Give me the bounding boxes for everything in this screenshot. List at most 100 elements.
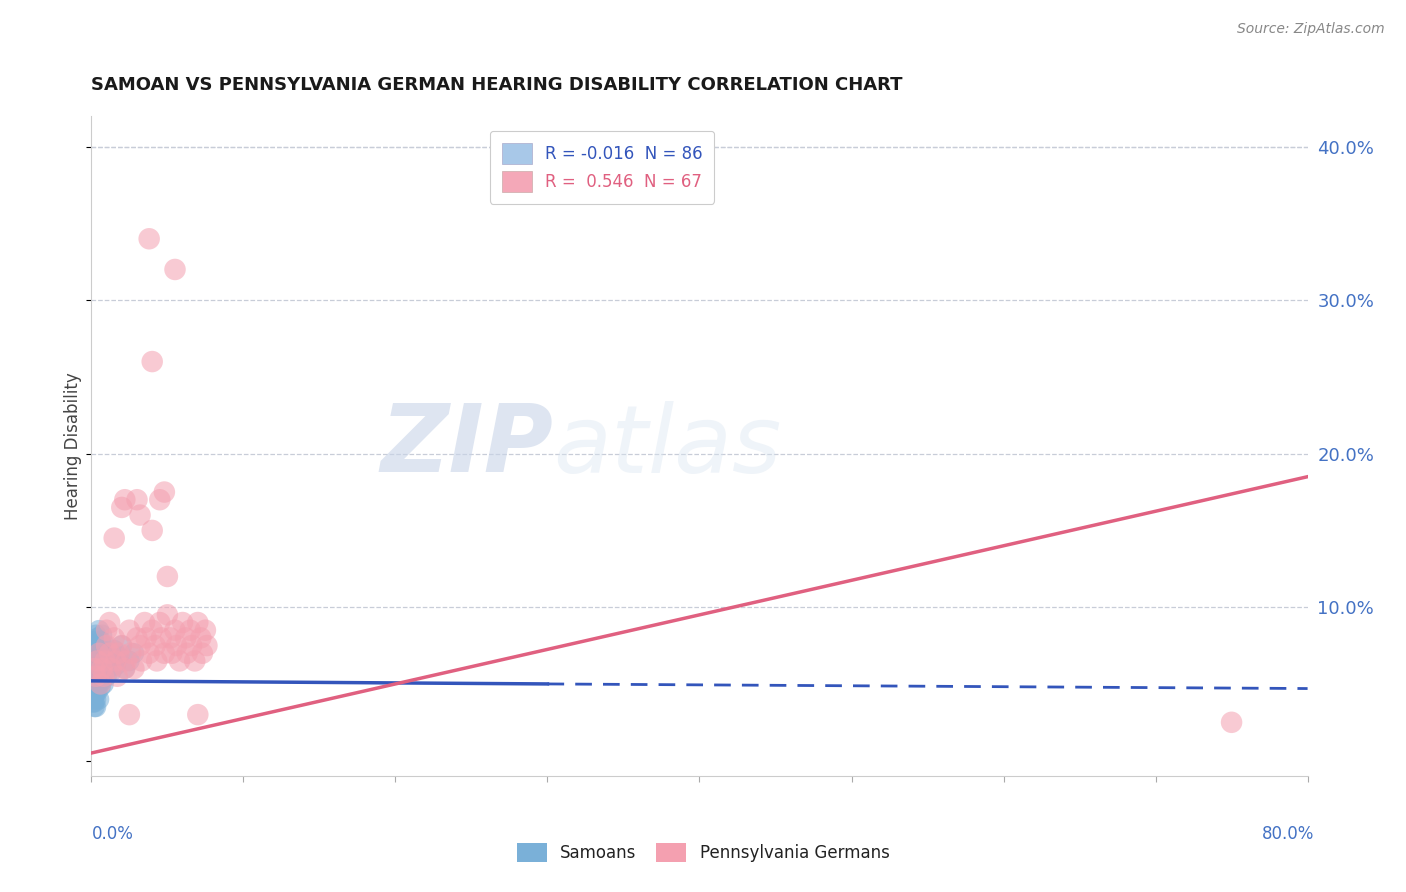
Point <box>89 634 111 648</box>
Point <box>141 524 163 538</box>
Point <box>160 646 183 660</box>
Point <box>150 631 173 645</box>
Point <box>91 658 114 673</box>
Point <box>83 665 105 679</box>
Point <box>82 695 104 709</box>
Point <box>107 646 129 660</box>
Point <box>176 646 198 660</box>
Point <box>84 665 107 679</box>
Point <box>83 658 105 673</box>
Point <box>84 680 107 694</box>
Point <box>159 631 181 645</box>
Point <box>138 232 160 246</box>
Point <box>82 690 104 704</box>
Point <box>82 684 104 698</box>
Point <box>103 643 125 657</box>
Point <box>84 628 107 642</box>
Point <box>129 639 152 653</box>
Point <box>172 615 194 630</box>
Text: 80.0%: 80.0% <box>1263 825 1315 843</box>
Point <box>83 684 105 698</box>
Point <box>129 508 152 522</box>
Point <box>86 631 108 645</box>
Point <box>83 654 105 668</box>
Point <box>83 643 105 657</box>
Point <box>82 649 104 664</box>
Point <box>87 692 110 706</box>
Point <box>82 669 104 683</box>
Point <box>104 658 127 673</box>
Legend: Samoans, Pennsylvania Germans: Samoans, Pennsylvania Germans <box>508 834 898 871</box>
Point <box>86 669 108 683</box>
Point <box>98 646 121 660</box>
Point <box>84 677 107 691</box>
Point <box>83 662 105 676</box>
Point <box>156 607 179 622</box>
Point <box>138 646 160 660</box>
Point <box>83 680 105 694</box>
Point <box>84 669 107 683</box>
Point <box>131 654 153 668</box>
Text: 0.0%: 0.0% <box>91 825 134 843</box>
Point <box>83 639 105 653</box>
Point <box>122 646 145 660</box>
Point <box>91 628 114 642</box>
Point <box>84 669 107 683</box>
Point <box>87 624 110 638</box>
Point <box>96 649 118 664</box>
Point <box>82 662 104 676</box>
Point <box>87 646 110 660</box>
Point <box>83 677 105 691</box>
Point <box>174 631 197 645</box>
Point <box>98 615 121 630</box>
Point <box>1220 715 1243 730</box>
Point <box>82 677 104 691</box>
Point <box>84 654 107 668</box>
Point <box>84 639 107 653</box>
Point <box>104 654 127 668</box>
Point <box>153 485 176 500</box>
Point <box>166 639 188 653</box>
Point <box>84 662 107 676</box>
Point <box>84 643 107 657</box>
Point <box>114 662 136 676</box>
Point <box>84 700 107 714</box>
Point <box>96 669 118 683</box>
Point <box>115 654 138 668</box>
Point <box>83 690 105 704</box>
Point <box>184 654 207 668</box>
Point <box>83 695 105 709</box>
Point <box>86 662 108 676</box>
Point <box>84 684 107 698</box>
Point <box>169 654 191 668</box>
Point <box>93 677 115 691</box>
Point <box>125 631 148 645</box>
Point <box>83 669 105 683</box>
Point <box>141 354 163 368</box>
Point <box>89 665 111 679</box>
Point <box>86 654 108 668</box>
Point <box>105 669 128 683</box>
Point <box>83 634 105 648</box>
Point <box>87 654 110 668</box>
Point <box>100 662 122 676</box>
Point <box>83 700 105 714</box>
Point <box>125 492 148 507</box>
Point <box>163 262 186 277</box>
Point <box>87 646 110 660</box>
Point <box>187 707 209 722</box>
Point <box>145 654 167 668</box>
Point <box>103 531 125 545</box>
Point <box>82 643 104 657</box>
Point <box>187 615 209 630</box>
Point <box>96 624 118 638</box>
Point <box>100 665 122 679</box>
Point <box>143 639 166 653</box>
Point <box>86 646 108 660</box>
Point <box>89 677 111 691</box>
Text: ZIP: ZIP <box>381 400 554 492</box>
Point <box>141 624 163 638</box>
Point <box>149 492 172 507</box>
Point <box>87 669 110 683</box>
Point <box>91 643 114 657</box>
